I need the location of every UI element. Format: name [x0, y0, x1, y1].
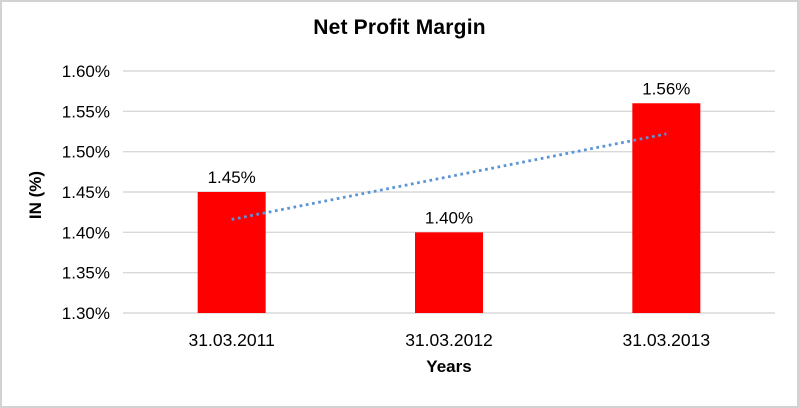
- y-tick-label: 1.55%: [62, 102, 110, 121]
- bar-data-label: 1.56%: [642, 79, 690, 98]
- bar: [632, 103, 701, 314]
- chart-title: Net Profit Margin: [313, 16, 486, 39]
- x-tick-label: 31.03.2012: [405, 330, 493, 350]
- trendline: [231, 132, 667, 221]
- bar: [415, 232, 483, 313]
- y-tick-label: 1.40%: [62, 223, 110, 242]
- y-tick-label: 1.50%: [62, 143, 110, 162]
- bar-data-label: 1.40%: [425, 208, 473, 227]
- x-tick-label: 31.03.2011: [189, 330, 275, 350]
- bar-data-label: 1.45%: [208, 168, 256, 187]
- y-tick-label: 1.60%: [62, 62, 110, 81]
- y-tick-label: 1.35%: [62, 264, 110, 283]
- bar: [197, 192, 266, 313]
- x-tick-label: 31.03.2013: [623, 330, 711, 350]
- y-tick-label: 1.45%: [62, 183, 110, 202]
- x-axis-title: Years: [426, 357, 472, 376]
- y-tick-label: 1.30%: [62, 304, 110, 323]
